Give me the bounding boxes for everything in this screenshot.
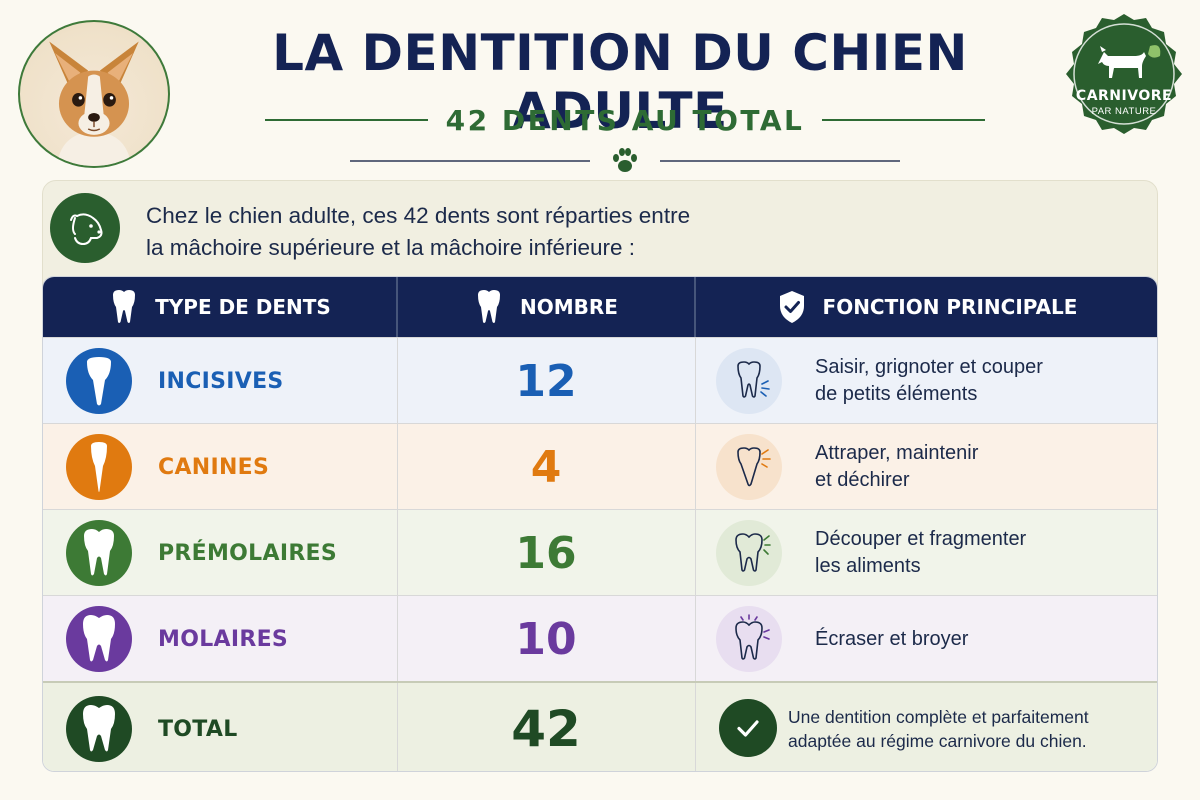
- tooth-cut-icon: [716, 520, 782, 586]
- header-function: FONCTION PRINCIPALE: [695, 277, 1157, 337]
- page-title: LA DENTITION DU CHIEN ADULTE: [272, 24, 968, 140]
- function-text: Découper et fragmenter les aliments: [815, 510, 1145, 596]
- function-line: Saisir, grignoter et couper: [815, 356, 1043, 378]
- shield-check-icon: [779, 291, 804, 323]
- total-description: Une dentition complète et parfaitement a…: [788, 683, 1148, 771]
- header-function-label: FONCTION PRINCIPALE: [822, 295, 1078, 319]
- intro-line: la mâchoire supérieure et la mâchoire in…: [146, 235, 635, 260]
- intro-box: [42, 180, 1158, 290]
- tooth-type-label: PRÉMOLAIRES: [158, 540, 338, 566]
- tooth-icon: [66, 696, 132, 762]
- cell-divider: [397, 424, 398, 509]
- function-line: Une dentition complète et parfaitement: [788, 707, 1089, 727]
- cell-divider: [397, 338, 398, 423]
- paw-divider: [350, 146, 900, 176]
- function-text: Attraper, maintenir et déchirer: [815, 424, 1145, 510]
- function-text: Saisir, grignoter et couper de petits él…: [815, 338, 1145, 424]
- tooth-grind-icon: [716, 606, 782, 672]
- cell-divider: [695, 424, 696, 509]
- divider-line: [822, 119, 986, 121]
- divider-line: [350, 160, 590, 162]
- cell-divider: [695, 596, 696, 681]
- check-circle-icon: [719, 699, 777, 757]
- total-row: TOTAL 42 Une dentition complète et parfa…: [43, 681, 1157, 771]
- function-text: Écraser et broyer: [815, 596, 1145, 682]
- dog-head-icon: [50, 193, 120, 263]
- table-header: TYPE DE DENTS NOMBRE FONCTION PRINCIPALE: [43, 277, 1157, 337]
- header-divider: [694, 277, 696, 337]
- table-row: INCISIVES 12 Saisir, grignoter et couper…: [43, 337, 1157, 423]
- canine-icon: [66, 434, 132, 500]
- tooth-type-label: MOLAIRES: [158, 626, 289, 652]
- tooth-pierce-icon: [716, 434, 782, 500]
- tooth-type-label: INCISIVES: [158, 368, 284, 394]
- cell-divider: [695, 683, 696, 771]
- incisor-icon: [66, 348, 132, 414]
- tooth-count: 12: [515, 355, 577, 407]
- tooth-count: 10: [515, 613, 577, 665]
- tooth-icon: [113, 290, 136, 323]
- tooth-type-label: CANINES: [158, 454, 270, 480]
- intro-line: Chez le chien adulte, ces 42 dents sont …: [146, 203, 691, 228]
- header-number: NOMBRE: [397, 277, 695, 337]
- divider-line: [265, 119, 428, 121]
- header-divider: [396, 277, 398, 337]
- cell-divider: [397, 683, 398, 771]
- subtitle-row: 42 DENTS AU TOTAL: [265, 100, 986, 140]
- function-line: et déchirer: [815, 469, 910, 491]
- chihuahua-photo: [18, 20, 170, 168]
- tooth-count: 4: [530, 441, 562, 493]
- function-line: adaptée au régime carnivore du chien.: [788, 731, 1087, 751]
- intro-text: Chez le chien adulte, ces 42 dents sont …: [146, 200, 906, 264]
- cell-divider: [695, 338, 696, 423]
- badge-subtitle: PAR NATURE: [1091, 106, 1157, 117]
- tooth-icon: [478, 290, 501, 323]
- cell-divider: [695, 510, 696, 595]
- premolar-icon: [66, 520, 132, 586]
- table-row: MOLAIRES 10 Écraser et broyer: [43, 595, 1157, 681]
- molar-icon: [66, 606, 132, 672]
- table-row: CANINES 4 Attraper, maintenir et déchire…: [43, 423, 1157, 509]
- divider-line: [660, 160, 900, 162]
- badge-title: CARNIVORE: [1075, 88, 1173, 104]
- total-count: 42: [511, 700, 581, 758]
- function-line: Découper et fragmenter: [815, 528, 1027, 550]
- tooth-bite-icon: [716, 348, 782, 414]
- function-line: Écraser et broyer: [815, 627, 969, 650]
- header-type-label: TYPE DE DENTS: [155, 295, 331, 319]
- carnivore-badge: CARNIVORE PAR NATURE: [1062, 12, 1186, 136]
- cell-divider: [397, 510, 398, 595]
- dentition-table: TYPE DE DENTS NOMBRE FONCTION PRINCIPALE: [42, 276, 1158, 772]
- function-line: les aliments: [815, 555, 921, 577]
- total-label: TOTAL: [158, 716, 238, 742]
- tooth-count: 16: [515, 527, 577, 579]
- table-row: PRÉMOLAIRES 16 Découper et fragmenter le…: [43, 509, 1157, 595]
- paw-icon: [613, 148, 637, 172]
- header-number-label: NOMBRE: [520, 295, 618, 319]
- cell-divider: [397, 596, 398, 681]
- header-type: TYPE DE DENTS: [43, 277, 397, 337]
- function-line: de petits éléments: [815, 383, 978, 405]
- function-line: Attraper, maintenir: [815, 442, 979, 464]
- page-subtitle: 42 DENTS AU TOTAL: [445, 103, 805, 137]
